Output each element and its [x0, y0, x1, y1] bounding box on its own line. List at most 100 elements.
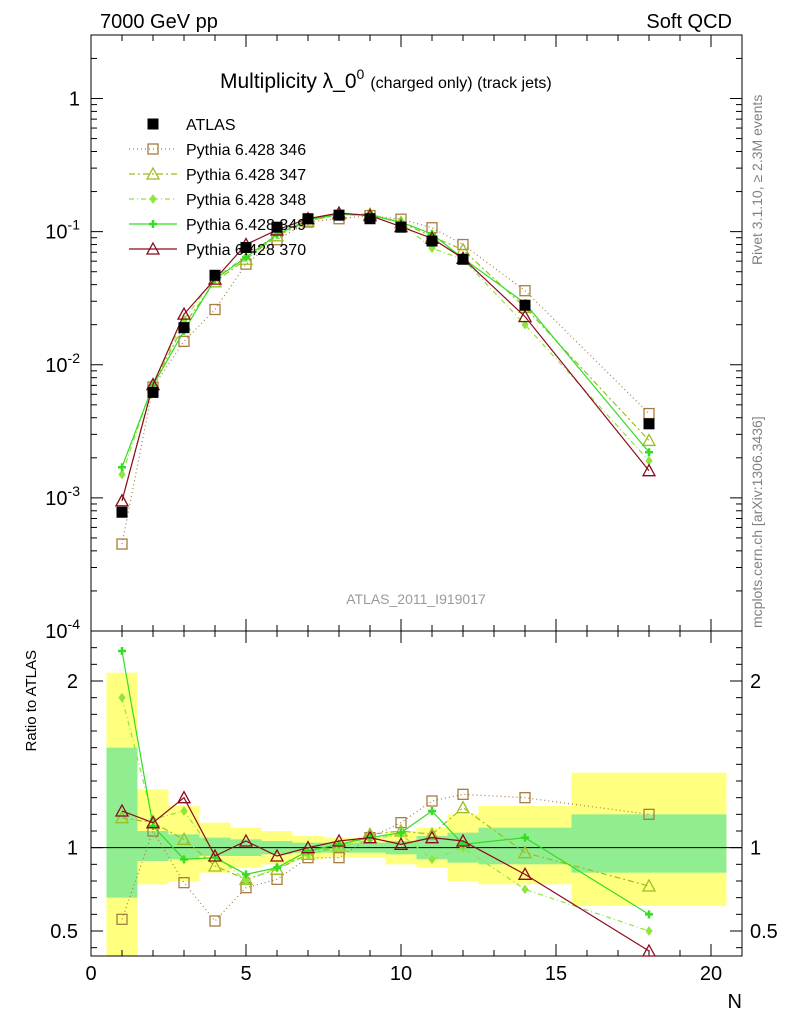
ratio-series-point [455, 800, 471, 814]
ratio-series-point [645, 910, 653, 919]
legend-entry: Pythia 6.428 347 [129, 166, 306, 184]
legend-label: Pythia 6.428 370 [186, 242, 306, 259]
ratio-series-point [180, 806, 188, 816]
ratio-series-point [300, 840, 316, 854]
ratio-y-tick-label-left: 2 [67, 671, 78, 693]
ratio-series-point [178, 877, 190, 889]
atlas-data-point [302, 213, 314, 225]
x-tick-label: 10 [390, 963, 412, 985]
ratio-series-point [242, 870, 250, 879]
main-series-line [121, 214, 650, 475]
legend: ATLAS Pythia 6.428 346 Pythia 6.428 347 Pyt… [129, 117, 306, 259]
legend-entry: Pythia 6.428 346 [129, 142, 306, 159]
plot-title-sub: (charged only) (track jets) [370, 75, 551, 92]
main-y-tick-label: 10-2 [45, 350, 80, 377]
ratio-series-point [424, 830, 440, 844]
ratio-series-point [457, 788, 469, 800]
ratio-series-point [114, 803, 130, 817]
legend-label: Pythia 6.428 347 [186, 167, 306, 184]
legend-marker [145, 166, 161, 180]
main-y-tick-label: 10-1 [45, 217, 80, 244]
legend-entry-atlas: ATLAS [147, 117, 236, 134]
ratio-series-point [304, 847, 312, 855]
ratio-y-axis-label: Ratio to ATLAS [23, 650, 40, 751]
main-series-point [428, 243, 436, 254]
ratio-series-point [242, 876, 250, 886]
plot-title: Multiplicity λ_00 (charged only) (track j… [220, 66, 552, 93]
ratio-series-point [428, 854, 436, 865]
main-series-point [209, 303, 221, 316]
main-series-point [178, 335, 190, 347]
main-series-point [116, 538, 128, 550]
main-series-point [118, 463, 126, 472]
legend-label: Pythia 6.428 346 [186, 142, 306, 159]
series-atlas [116, 209, 655, 518]
ratio-series-point [393, 836, 409, 850]
atlas-data-point [240, 242, 252, 254]
analysis-watermark: ATLAS_2011_I919017 [346, 591, 486, 607]
ratio-series-point [521, 833, 529, 842]
ratio-series-point [397, 828, 405, 837]
main-series-point [242, 253, 250, 262]
ratio-series-point [519, 792, 531, 804]
plot-title-main: Multiplicity λ_0 [220, 70, 357, 93]
atlas-data-point [178, 322, 190, 334]
ratio-series-point [521, 884, 529, 895]
ratio-series-point [455, 833, 471, 847]
ratio-series-point [641, 943, 657, 957]
ratio-y-tick-label-left: 0.5 [50, 921, 78, 943]
atlas-data-point [426, 235, 438, 247]
legend-entry: Pythia 6.428 348 [129, 192, 306, 209]
x-tick-label: 5 [240, 963, 251, 985]
ratio-series-point [149, 822, 157, 830]
main-series-point [645, 448, 653, 457]
ratio-series-point [395, 817, 407, 829]
ratio-series-point [273, 863, 281, 872]
main-y-tick-label: 1 [69, 89, 80, 111]
main-series-point [641, 433, 657, 447]
x-tick-label: 15 [545, 963, 567, 985]
main-series-point [207, 274, 223, 288]
ratio-series-point [180, 855, 188, 864]
ratio-series-point [424, 826, 440, 840]
ratio-y-tick-label-right: 2 [750, 671, 761, 693]
legend-marker [147, 143, 159, 155]
legend-label-atlas: ATLAS [186, 117, 236, 134]
ratio-series-line [121, 697, 650, 932]
atlas-data-point [116, 506, 128, 518]
ratio-series-point [426, 795, 438, 807]
ratio-series-point [145, 815, 161, 829]
main-y-tick-label: 10-3 [45, 483, 80, 510]
ratio-series-point [114, 810, 130, 824]
main-series-point [517, 309, 533, 323]
main-series-point [114, 493, 130, 507]
ratio-series-line [121, 650, 650, 915]
main-series-point [176, 306, 192, 320]
legend-marker-atlas [147, 118, 159, 130]
ratio-series-point [428, 807, 436, 815]
ratio-series-line [121, 796, 650, 952]
main-series-point [643, 407, 655, 420]
legend-marker [145, 241, 161, 255]
ratio-series-point [362, 830, 378, 844]
axes-group: 0 5 10 15 20 10-4 10-3 10-2 10-1 1 0.5 0.5 1 1 2 2 [45, 34, 778, 985]
ratio-series-point [209, 915, 221, 927]
ratio-series-point [207, 858, 223, 872]
ratio-series-point [118, 692, 126, 703]
ratio-y-tick-label-right: 1 [750, 838, 761, 860]
legend-marker [149, 194, 157, 204]
legend-label: Pythia 6.428 349 [186, 217, 306, 234]
legend-entry: Pythia 6.428 370 [129, 241, 306, 259]
main-y-tick-label: 10-4 [45, 616, 80, 643]
ratio-series-point [176, 790, 192, 804]
ratio-uncertainty-bands [106, 672, 727, 956]
plot-title-sup: 0 [357, 66, 365, 82]
main-series-point [519, 285, 531, 297]
main-series-line [121, 214, 650, 545]
ratio-plot-frame [90, 630, 743, 957]
header-left-label: 7000 GeV pp [100, 11, 218, 33]
atlas-data-point [271, 221, 283, 233]
legend-label: Pythia 6.428 348 [186, 192, 306, 209]
ratio-series-point [269, 848, 285, 862]
main-series-point [641, 463, 657, 477]
